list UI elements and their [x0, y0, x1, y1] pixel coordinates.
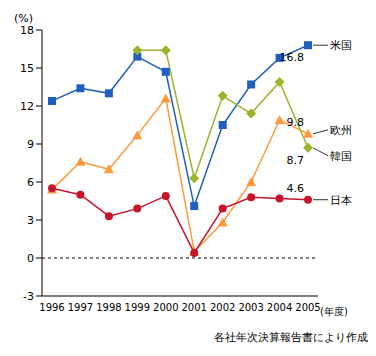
svg-text:米国: 米国 [330, 39, 352, 52]
svg-text:0: 0 [27, 252, 34, 265]
svg-text:4.6: 4.6 [287, 182, 305, 195]
svg-text:1996: 1996 [39, 302, 64, 313]
svg-text:6: 6 [27, 176, 34, 189]
html-text:各社年次決算報告書により作成: 各社年次決算報告書により作成 [214, 331, 368, 344]
svg-text:18: 18 [20, 24, 34, 37]
svg-text:1999: 1999 [125, 302, 150, 313]
svg-text:(年度): (年度) [320, 306, 348, 317]
svg-text:1997: 1997 [68, 302, 93, 313]
svg-text:8.7: 8.7 [287, 154, 305, 167]
svg-text:韓国: 韓国 [330, 150, 352, 163]
svg-text:-3: -3 [23, 290, 34, 303]
svg-text:15: 15 [20, 62, 34, 75]
svg-text:2005: 2005 [295, 302, 320, 313]
svg-text:3: 3 [27, 214, 34, 227]
svg-text:2002: 2002 [210, 302, 235, 313]
svg-text:16.8: 16.8 [280, 51, 305, 64]
svg-text:日本: 日本 [330, 194, 352, 207]
svg-text:2003: 2003 [238, 302, 263, 313]
svg-text:2001: 2001 [181, 302, 206, 313]
svg-text:欧州: 欧州 [330, 124, 352, 137]
svg-text:2004: 2004 [267, 302, 292, 313]
svg-text:1998: 1998 [96, 302, 121, 313]
svg-text:2000: 2000 [153, 302, 178, 313]
svg-text:9: 9 [27, 138, 34, 151]
svg-text:12: 12 [20, 100, 34, 113]
svg-text:9.8: 9.8 [287, 116, 305, 129]
